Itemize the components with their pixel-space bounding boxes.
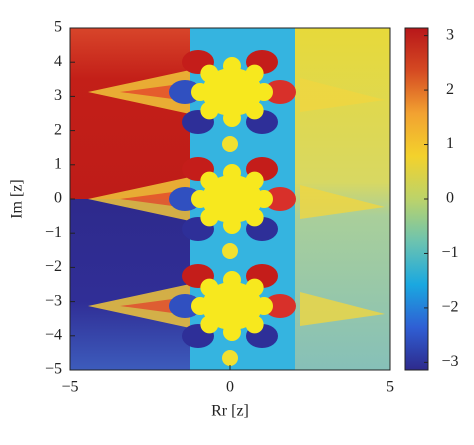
y-tick-label: −3: [45, 292, 62, 309]
region: [70, 28, 195, 199]
bulb: [245, 315, 264, 334]
blob: [264, 187, 296, 211]
x-tick-label: 0: [226, 379, 234, 396]
bulb: [202, 282, 262, 330]
colorbar-tick-label: 1: [446, 135, 454, 152]
bulb: [223, 164, 241, 182]
colorbar-tick-label: 0: [446, 190, 454, 207]
colorbar-tick-label: −1: [441, 244, 458, 261]
blob: [264, 294, 296, 318]
bulb: [245, 208, 264, 227]
bulb: [223, 323, 241, 341]
bulb: [245, 278, 264, 297]
bulb: [200, 208, 219, 227]
y-tick-label: 5: [54, 19, 62, 36]
y-tick-label: 3: [54, 87, 62, 104]
y-tick-label: 4: [54, 53, 62, 70]
x-tick-label: −5: [61, 379, 78, 396]
bulb: [222, 350, 238, 366]
colorbar-tick-label: 2: [446, 81, 454, 98]
region: [70, 199, 195, 370]
y-axis-label: Im [z]: [9, 179, 26, 219]
fractal-image: [70, 28, 390, 370]
bulb: [191, 83, 209, 101]
tendril: [300, 292, 385, 326]
bulb: [200, 171, 219, 190]
bulb: [200, 278, 219, 297]
y-tick-label: 2: [54, 121, 62, 138]
blob: [169, 187, 201, 211]
tendril: [300, 78, 385, 112]
bulb: [191, 190, 209, 208]
colorbar-tick-label: −3: [441, 353, 458, 370]
bulb: [200, 315, 219, 334]
x-tick-label: 5: [386, 379, 394, 396]
colorbar-tick-label: 3: [446, 26, 454, 43]
bulb: [223, 57, 241, 75]
bulb: [223, 216, 241, 234]
bulb: [200, 64, 219, 83]
blob: [264, 80, 296, 104]
x-axis-label: Rr [z]: [211, 403, 249, 420]
bulb: [222, 136, 238, 152]
bulb: [191, 297, 209, 315]
blob: [169, 80, 201, 104]
y-tick-label: −4: [45, 326, 62, 343]
bulb: [223, 109, 241, 127]
bulb: [202, 68, 262, 116]
bulb: [245, 64, 264, 83]
bulb: [223, 271, 241, 289]
y-tick-label: 1: [54, 155, 62, 172]
blob: [169, 294, 201, 318]
y-tick-label: −5: [45, 361, 62, 378]
y-tick-label: −1: [45, 224, 62, 241]
bulb: [245, 171, 264, 190]
colorbar-tick-label: −2: [441, 299, 458, 316]
bulb: [200, 101, 219, 120]
bulb: [245, 101, 264, 120]
bulb: [255, 190, 273, 208]
y-tick-label: −2: [45, 258, 62, 275]
bulb: [255, 83, 273, 101]
bulb: [202, 175, 262, 223]
bulb: [222, 243, 238, 259]
tendril: [300, 185, 385, 219]
y-tick-label: 0: [54, 190, 62, 207]
bulb: [255, 297, 273, 315]
